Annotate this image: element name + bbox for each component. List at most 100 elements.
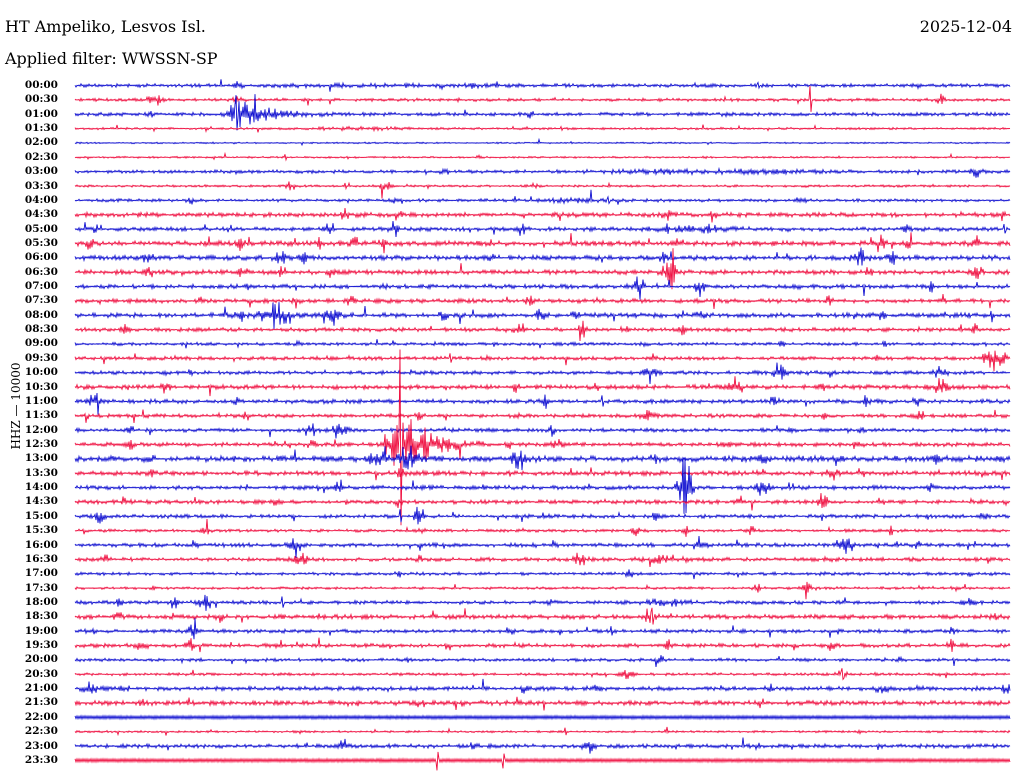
row-label-1430: 14:30 — [24, 495, 58, 508]
row-label-1330: 13:30 — [24, 466, 58, 479]
trace-row-1500 — [74, 506, 1011, 525]
row-label-2300: 23:00 — [24, 739, 58, 752]
trace-row-0600 — [74, 247, 1011, 266]
trace-row-0700 — [74, 276, 1011, 300]
row-label-1730: 17:30 — [24, 581, 58, 594]
row-label-1300: 13:00 — [24, 452, 58, 465]
trace-row-1700 — [74, 569, 1011, 580]
trace-row-2300 — [74, 737, 1011, 754]
trace-row-1730 — [74, 581, 1011, 600]
trace-row-2230 — [74, 726, 1011, 737]
trace-row-0330 — [74, 181, 1011, 199]
row-label-0700: 07:00 — [24, 280, 58, 293]
row-label-1130: 11:30 — [24, 409, 58, 422]
row-label-0800: 08:00 — [24, 308, 58, 321]
trace-row-1000 — [74, 362, 1011, 385]
trace-row-2130 — [74, 696, 1011, 711]
trace-row-2000 — [74, 655, 1011, 667]
row-label-0930: 09:30 — [24, 351, 58, 364]
trace-row-2330 — [74, 751, 1011, 771]
row-label-1930: 19:30 — [24, 639, 58, 652]
trace-row-0030 — [74, 85, 1011, 112]
row-label-2200: 22:00 — [24, 710, 58, 723]
row-label-1500: 15:00 — [24, 509, 58, 522]
filter-label: Applied filter: WWSSN-SP — [5, 49, 218, 68]
row-label-2030: 20:30 — [24, 667, 58, 680]
row-label-1900: 19:00 — [24, 624, 58, 637]
row-label-2100: 21:00 — [24, 682, 58, 695]
trace-row-2030 — [74, 668, 1011, 681]
trace-row-0200 — [74, 137, 1011, 147]
trace-row-0130 — [74, 124, 1011, 134]
row-label-2000: 20:00 — [24, 653, 58, 666]
trace-row-1200 — [74, 423, 1011, 439]
row-label-0830: 08:30 — [24, 323, 58, 336]
row-label-2230: 22:30 — [24, 725, 58, 738]
row-label-0500: 05:00 — [24, 222, 58, 235]
row-label-0300: 03:00 — [24, 165, 58, 178]
row-label-1830: 18:30 — [24, 610, 58, 623]
trace-row-1230 — [74, 349, 1011, 526]
row-label-0530: 05:30 — [24, 236, 58, 249]
trace-row-0000 — [74, 79, 1011, 92]
row-label-1400: 14:00 — [24, 481, 58, 494]
row-label-1100: 11:00 — [24, 394, 58, 407]
row-label-0400: 04:00 — [24, 193, 58, 206]
trace-row-1330 — [74, 467, 1011, 481]
row-label-1800: 18:00 — [24, 595, 58, 608]
row-label-1030: 10:30 — [24, 380, 58, 393]
station-title: HT Ampeliko, Lesvos Isl. — [5, 17, 206, 36]
trace-row-1930 — [74, 637, 1011, 653]
record-date: 2025-12-04 — [919, 17, 1012, 36]
trace-row-0400 — [74, 189, 1011, 205]
row-label-0730: 07:30 — [24, 294, 58, 307]
trace-row-1030 — [74, 376, 1011, 397]
trace-row-1430 — [74, 493, 1011, 511]
row-label-1230: 12:30 — [24, 438, 58, 450]
row-label-0600: 06:00 — [24, 251, 58, 264]
trace-row-0230 — [74, 151, 1011, 162]
trace-row-0730 — [74, 293, 1011, 309]
row-label-0030: 00:30 — [24, 93, 58, 106]
trace-row-2200 — [74, 714, 1011, 721]
trace-row-1130 — [74, 409, 1011, 424]
row-label-0230: 02:30 — [24, 150, 58, 163]
trace-row-1100 — [74, 392, 1011, 415]
row-label-0630: 06:30 — [24, 265, 58, 278]
row-label-1000: 10:00 — [24, 366, 58, 379]
row-label-0100: 01:00 — [24, 107, 58, 120]
row-label-0900: 09:00 — [24, 337, 58, 350]
trace-row-0530 — [74, 232, 1011, 254]
row-label-1200: 12:00 — [24, 423, 58, 436]
trace-row-1830 — [74, 607, 1011, 625]
trace-row-0430 — [74, 208, 1011, 223]
row-label-0130: 01:30 — [24, 122, 58, 135]
trace-row-0100 — [74, 94, 1011, 131]
row-label-0330: 03:30 — [24, 179, 58, 192]
trace-row-1630 — [74, 552, 1011, 568]
trace-row-1900 — [74, 618, 1011, 640]
trace-row-1300 — [74, 445, 1011, 471]
trace-row-1400 — [74, 457, 1011, 514]
trace-row-0830 — [74, 320, 1011, 342]
row-label-1600: 16:00 — [24, 538, 58, 551]
row-label-0200: 02:00 — [24, 136, 58, 149]
trace-row-0930 — [74, 350, 1011, 372]
trace-row-1600 — [74, 535, 1011, 558]
trace-row-0900 — [74, 339, 1011, 349]
row-label-0000: 00:00 — [24, 79, 58, 91]
trace-row-2100 — [74, 678, 1011, 694]
trace-row-0500 — [74, 220, 1011, 238]
trace-row-0800 — [74, 302, 1011, 329]
row-label-0430: 04:30 — [24, 208, 58, 221]
row-label-1700: 17:00 — [24, 567, 58, 580]
row-label-1530: 15:30 — [24, 524, 58, 537]
row-label-1630: 16:30 — [24, 552, 58, 565]
trace-row-1800 — [74, 594, 1011, 611]
trace-row-0630 — [74, 248, 1011, 290]
trace-row-1530 — [74, 518, 1011, 537]
row-label-2130: 21:30 — [24, 696, 58, 709]
trace-row-0300 — [74, 166, 1011, 178]
